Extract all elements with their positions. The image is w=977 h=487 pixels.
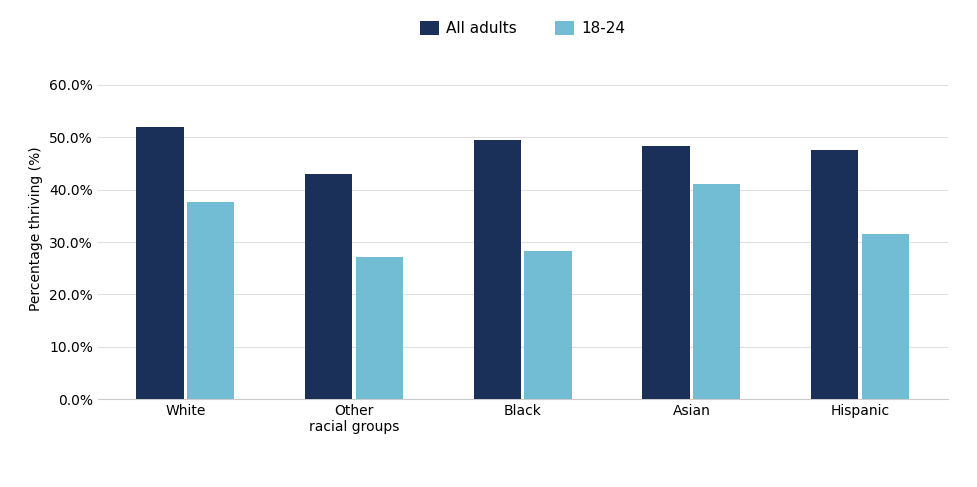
Bar (474, 140, 521, 399)
Bar (137, 127, 184, 399)
Bar (525, 251, 572, 399)
Bar (187, 202, 234, 399)
Bar (693, 184, 741, 399)
Bar (643, 146, 690, 399)
Y-axis label: Percentage thriving (%): Percentage thriving (%) (29, 147, 43, 311)
Bar (356, 257, 403, 399)
Bar (811, 150, 859, 399)
Bar (862, 234, 909, 399)
Bar (305, 174, 353, 399)
Legend: All adults, 18-24: All adults, 18-24 (414, 15, 631, 42)
